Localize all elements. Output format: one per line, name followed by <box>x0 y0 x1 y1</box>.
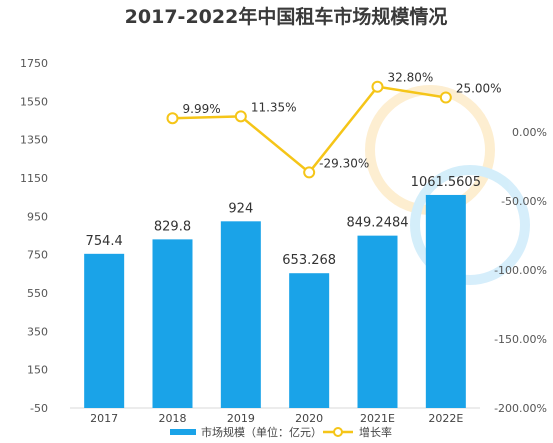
line-data-label: 11.35% <box>251 100 297 114</box>
line-point <box>371 80 384 93</box>
y-left-tick-label: 150 <box>27 364 48 377</box>
legend: 市场规模（单位：亿元） 增长率 <box>170 425 392 439</box>
bar-data-label: 849.2484 <box>346 216 408 231</box>
y-right-tick-label: -200.00% <box>494 402 547 415</box>
x-tick-label: 2021E <box>360 412 395 425</box>
line-data-label: 9.99% <box>183 102 221 116</box>
line-data-label: -29.30% <box>319 156 369 170</box>
y-right-tick-label: -150.00% <box>494 333 547 346</box>
legend-swatch-bar <box>170 429 196 435</box>
y-left-tick-label: 1350 <box>20 134 48 147</box>
line-point <box>166 112 179 125</box>
y-left-tick-label: 550 <box>27 287 48 300</box>
bar-data-label: 754.4 <box>86 234 123 249</box>
bar-data-label: 829.8 <box>154 219 191 234</box>
legend-label-bar: 市场规模（单位：亿元） <box>201 425 322 439</box>
y-left-tick-label: 1550 <box>20 95 48 108</box>
bar <box>425 194 466 408</box>
legend-label-line: 增长率 <box>359 425 392 439</box>
line-point <box>303 166 316 179</box>
bar <box>152 239 193 408</box>
axes: -50 150 350 550 750 950 1150 1350 1550 1750 -200.0… <box>20 57 547 425</box>
line-data-label: 25.00% <box>456 82 502 96</box>
x-tick-label: 2022E <box>428 412 463 425</box>
bar <box>289 273 330 408</box>
y-left-tick-label: 950 <box>27 210 48 223</box>
chart-title: 2017-2022年中国租车市场规模情况 <box>125 5 448 28</box>
watermark-ring-2 <box>410 165 530 285</box>
y-right-tick-label: 0.00% <box>512 126 547 139</box>
line-point <box>439 91 452 104</box>
x-tick-label: 2017 <box>90 412 118 425</box>
bar-series: 754.4 829.8 924 653.268 849.2484 1061.5605 <box>84 175 481 408</box>
x-tick-label: 2020 <box>295 412 323 425</box>
legend-swatch-marker <box>333 427 343 437</box>
y-right-tick-label: -50.00% <box>501 195 547 208</box>
bar-data-label: 653.268 <box>282 253 336 268</box>
y-right-tick-label: -100.00% <box>494 264 547 277</box>
bar <box>84 253 125 408</box>
line-point <box>234 110 247 123</box>
x-tick-label: 2018 <box>159 412 187 425</box>
y-left-tick-label: -50 <box>30 402 48 415</box>
y-left-tick-label: 1750 <box>20 57 48 70</box>
y-left-tick-label: 350 <box>27 325 48 338</box>
line-series: 9.99% 11.35% -29.30% 32.80% 25.00% <box>166 71 502 179</box>
y-left-tick-label: 750 <box>27 249 48 262</box>
bar <box>357 235 398 408</box>
y-left-tick-label: 1150 <box>20 172 48 185</box>
bar <box>220 221 261 408</box>
line-data-label: 32.80% <box>388 71 434 85</box>
bar-data-label: 924 <box>228 201 253 216</box>
bar-data-label: 1061.5605 <box>411 175 481 190</box>
x-tick-label: 2019 <box>227 412 255 425</box>
